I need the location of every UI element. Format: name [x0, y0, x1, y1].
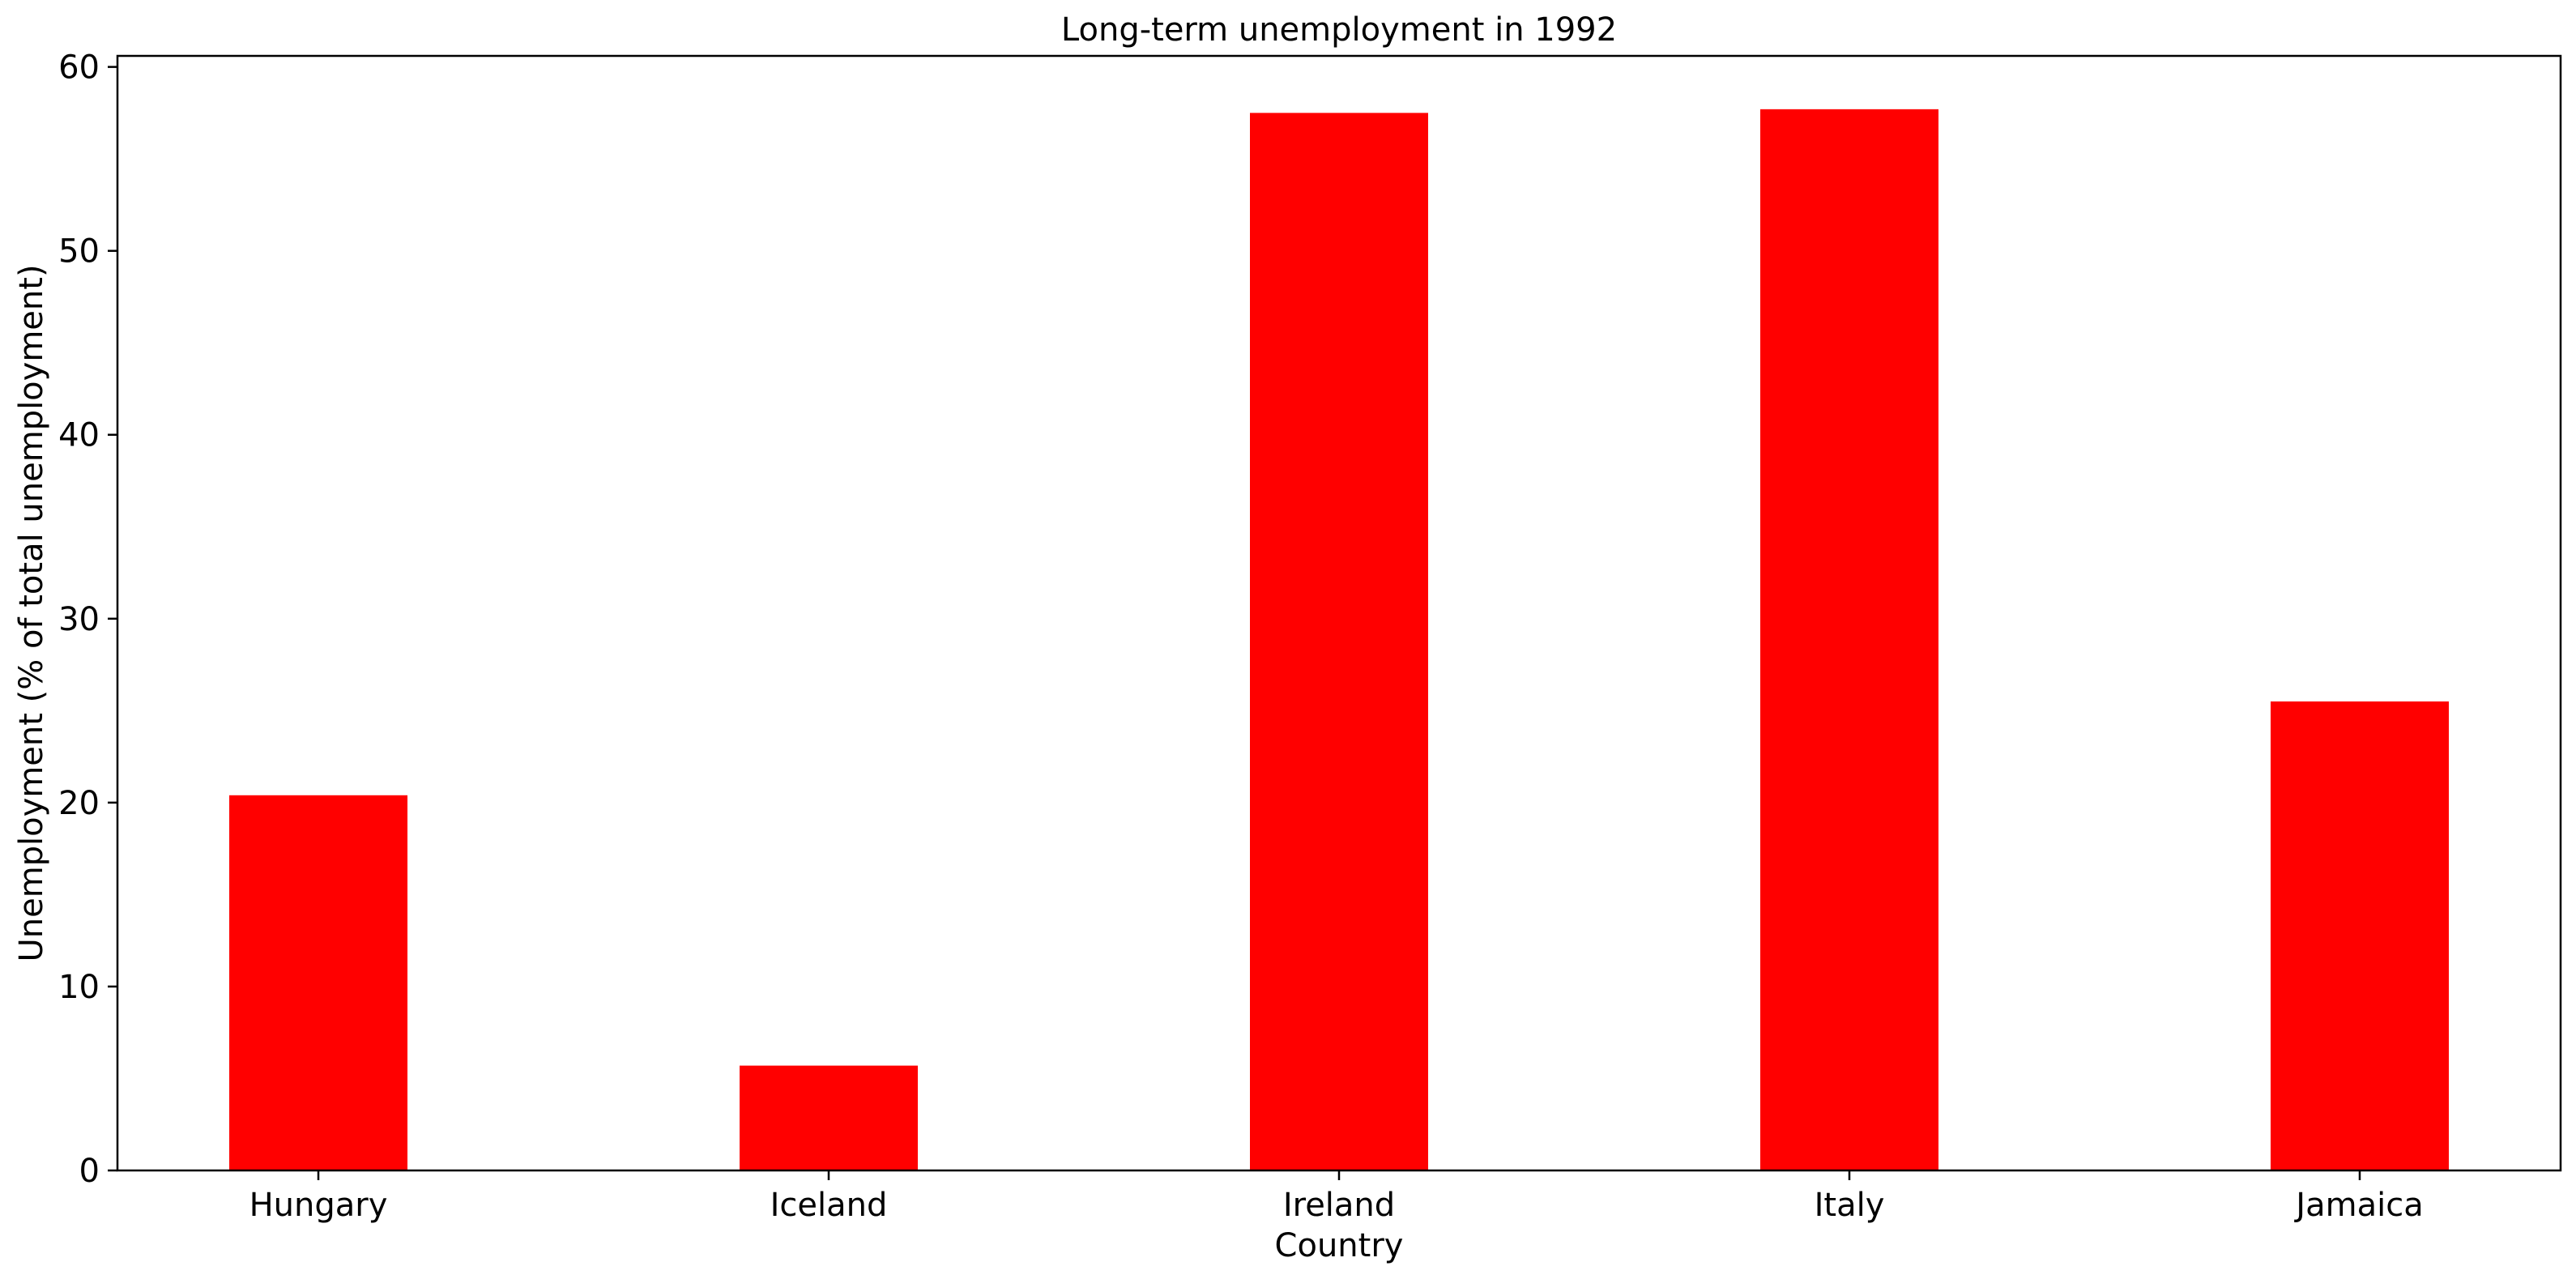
y-tick-label: 0 [79, 1153, 100, 1190]
bar-iceland [740, 1065, 918, 1170]
plot-frame [116, 54, 2562, 1172]
x-tick-label: Hungary [249, 1187, 388, 1224]
x-tick-label: Ireland [1283, 1187, 1395, 1224]
y-tick-label: 30 [58, 601, 100, 638]
bar-hungary [229, 795, 407, 1170]
bars-layer [229, 109, 2449, 1171]
x-axis: Hungary Iceland Ireland Italy Jamaica [249, 1170, 2424, 1224]
y-tick-label: 50 [58, 233, 100, 271]
y-tick-label: 40 [58, 417, 100, 454]
bar-italy [1760, 109, 1938, 1171]
x-tick-label: Italy [1815, 1187, 1885, 1224]
chart-title: Long-term unemployment in 1992 [1061, 11, 1617, 49]
y-axis: 0 10 20 30 40 50 60 [58, 49, 117, 1190]
y-tick-label: 10 [58, 969, 100, 1006]
bar-ireland [1250, 113, 1428, 1171]
x-axis-title: Country [1275, 1227, 1404, 1264]
y-tick-label: 60 [58, 49, 100, 87]
x-tick-label: Jamaica [2293, 1187, 2423, 1224]
x-tick-label: Iceland [770, 1187, 888, 1224]
y-tick-label: 20 [58, 785, 100, 822]
y-axis-title: Unemployment (% of total unemployment) [13, 264, 50, 961]
bar-jamaica [2271, 701, 2449, 1170]
